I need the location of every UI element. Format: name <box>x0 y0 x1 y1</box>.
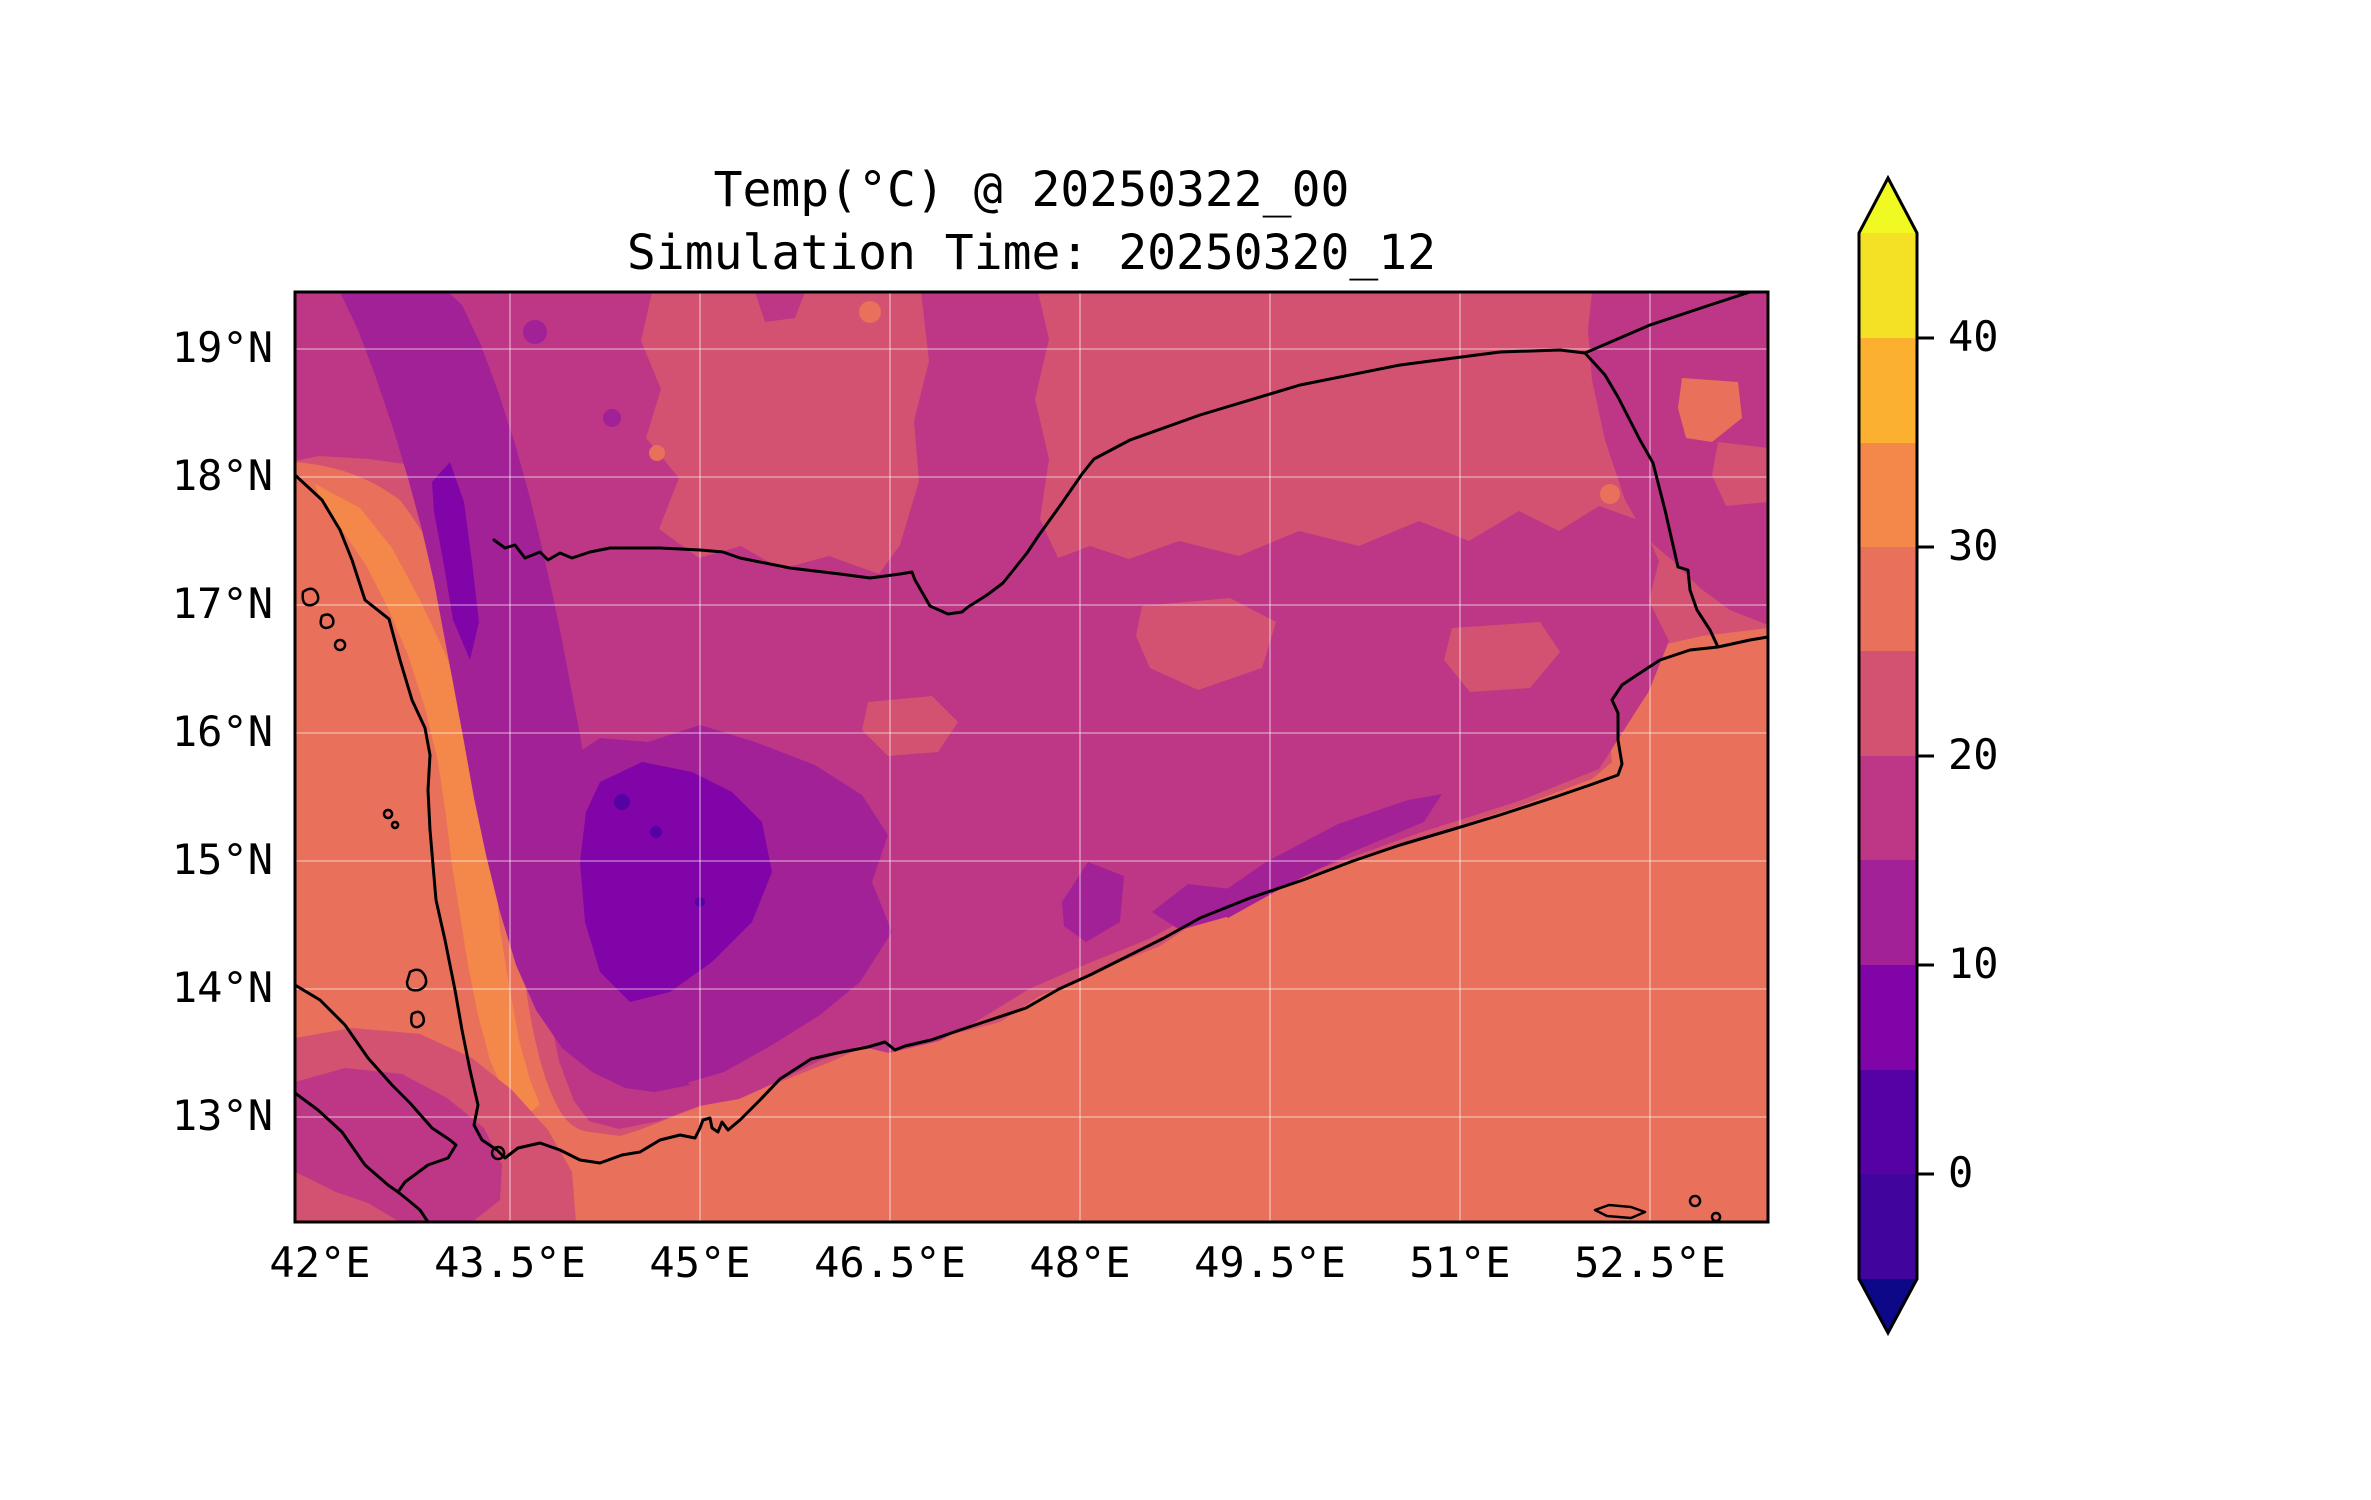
graticule <box>295 292 1768 1222</box>
contour-band-15-20-top-blob <box>755 292 805 322</box>
colorbar-over-arrow <box>1859 178 1917 233</box>
contour-band-25-30-sea <box>295 462 1768 1222</box>
border-saudi-oman <box>1583 292 1752 355</box>
x-tick-48E: 48°E <box>1029 1238 1131 1287</box>
contour-dot-10-15 <box>523 320 547 344</box>
contour-dot-25-30 <box>1600 484 1620 504</box>
x-tick-51E: 51°E <box>1409 1238 1511 1287</box>
colorbar-seg-20-25 <box>1859 651 1917 756</box>
colorbar-seg-0-5 <box>1859 1070 1917 1174</box>
colorbar-seg-m5-0 <box>1859 1174 1917 1279</box>
border-saudi-yemen <box>492 348 1587 616</box>
x-tick-46.5E: 46.5°E <box>814 1238 966 1287</box>
plot-frame <box>293 290 1770 1224</box>
x-tick-43.5E: 43.5°E <box>434 1238 586 1287</box>
border-yemen-oman <box>1583 351 1720 649</box>
y-tick-13N: 13°N <box>171 1091 273 1140</box>
contour-band-15-20-ne <box>1588 292 1768 625</box>
y-tick-17N: 17°N <box>171 579 273 628</box>
contour-dot-10-15 <box>603 409 621 427</box>
cb-tick-0: 0 <box>1948 1148 1974 1197</box>
y-tick-18N: 18°N <box>171 451 273 500</box>
colorbar-tick-marks <box>1917 336 1934 1176</box>
coastline-africa-inner <box>295 1091 400 1194</box>
colorbar-seg-15-20 <box>1859 756 1917 860</box>
colorbar-outline <box>1857 174 1919 1337</box>
x-tick-49.5E: 49.5°E <box>1194 1238 1346 1287</box>
y-tick-14N: 14°N <box>171 963 273 1012</box>
y-tick-19N: 19°N <box>171 323 273 372</box>
colorbar-seg-40-45 <box>1859 233 1917 338</box>
contour-band-10-15-east <box>1062 794 1442 942</box>
contour-band-30-35-strip <box>315 484 540 1118</box>
contour-dot-25-30 <box>859 301 881 323</box>
coastlines-borders <box>295 292 1768 1222</box>
colorbar <box>1857 174 1934 1337</box>
contour-band-5-10-core <box>432 462 772 1002</box>
contour-dot-25-30 <box>649 445 665 461</box>
colorbar-seg-30-35 <box>1859 443 1917 547</box>
colorbar-seg-25-30 <box>1859 547 1917 651</box>
colorbar-seg-35-40 <box>1859 338 1917 443</box>
cb-tick-20: 20 <box>1948 730 1999 779</box>
colorbar-seg-5-10 <box>1859 965 1917 1070</box>
cb-tick-30: 30 <box>1948 521 1999 570</box>
islands <box>301 587 1722 1222</box>
x-tick-45E: 45°E <box>649 1238 751 1287</box>
cb-tick-40: 40 <box>1948 312 1999 361</box>
coastline-arabia <box>295 473 1768 1165</box>
plot-title: Temp(°C) @ 20250322_00 <box>713 162 1350 218</box>
contour-dots-0-5 <box>614 794 705 907</box>
y-tick-16N: 16°N <box>171 707 273 756</box>
contour-pocket-20-25 <box>862 442 1768 756</box>
x-tick-42E: 42°E <box>269 1238 371 1287</box>
x-tick-52.5E: 52.5°E <box>1574 1238 1726 1287</box>
cb-tick-10: 10 <box>1948 939 1999 988</box>
coastline-africa <box>295 983 458 1222</box>
colorbar-under-arrow <box>1859 1279 1917 1333</box>
colorbar-seg-10-15 <box>1859 860 1917 965</box>
contour-pocket-25-30 <box>1678 378 1742 442</box>
plot-subtitle: Simulation Time: 20250320_12 <box>626 225 1437 281</box>
y-tick-15N: 15°N <box>171 835 273 884</box>
contour-band-15-20-strait <box>295 1068 502 1222</box>
